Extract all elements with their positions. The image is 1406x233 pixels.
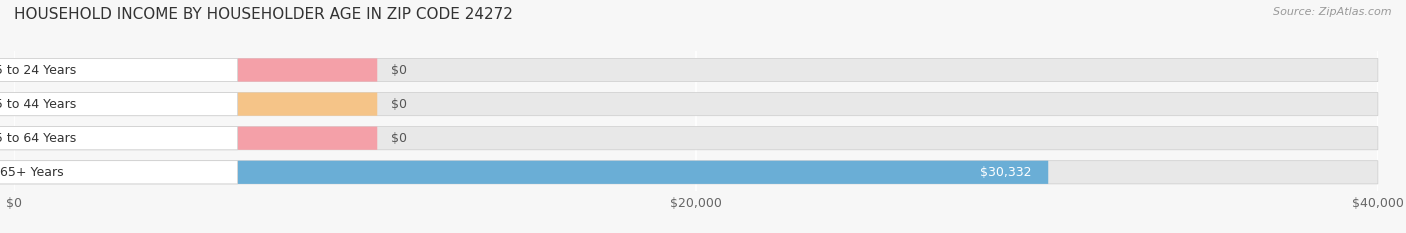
FancyBboxPatch shape: [0, 93, 238, 116]
FancyBboxPatch shape: [0, 58, 238, 82]
Text: Source: ZipAtlas.com: Source: ZipAtlas.com: [1274, 7, 1392, 17]
Text: 25 to 44 Years: 25 to 44 Years: [0, 98, 77, 111]
FancyBboxPatch shape: [238, 58, 377, 82]
Text: $0: $0: [391, 132, 406, 145]
Text: HOUSEHOLD INCOME BY HOUSEHOLDER AGE IN ZIP CODE 24272: HOUSEHOLD INCOME BY HOUSEHOLDER AGE IN Z…: [14, 7, 513, 22]
FancyBboxPatch shape: [238, 93, 377, 116]
FancyBboxPatch shape: [0, 161, 238, 184]
FancyBboxPatch shape: [238, 161, 1049, 184]
Text: $0: $0: [391, 98, 406, 111]
FancyBboxPatch shape: [0, 58, 1378, 82]
Text: 15 to 24 Years: 15 to 24 Years: [0, 64, 77, 76]
FancyBboxPatch shape: [0, 127, 1378, 150]
FancyBboxPatch shape: [0, 127, 238, 150]
Text: $0: $0: [391, 64, 406, 76]
Text: 45 to 64 Years: 45 to 64 Years: [0, 132, 77, 145]
FancyBboxPatch shape: [0, 93, 1378, 116]
Text: $30,332: $30,332: [980, 166, 1031, 179]
Text: 65+ Years: 65+ Years: [0, 166, 63, 179]
FancyBboxPatch shape: [0, 161, 1378, 184]
FancyBboxPatch shape: [238, 127, 377, 150]
